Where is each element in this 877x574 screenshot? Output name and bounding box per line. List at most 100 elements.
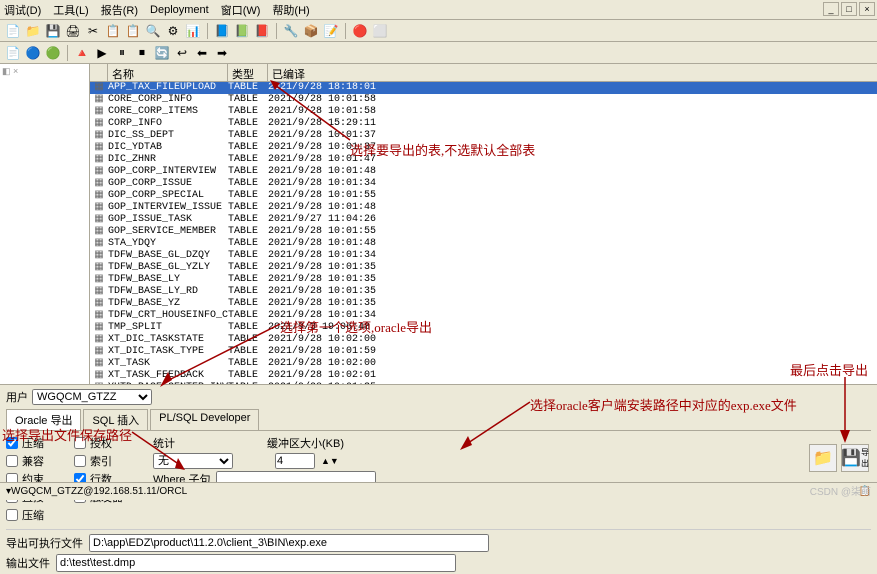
option-压缩[interactable]: 压缩 (6, 435, 44, 451)
toolbar-button[interactable]: 🔵 (24, 44, 42, 62)
header-type[interactable]: 类型 (228, 64, 268, 81)
buffer-input[interactable] (275, 453, 315, 469)
table-row[interactable]: ▦GOP_SERVICE_MEMBERTABLE2021/9/28 10:01:… (90, 226, 877, 238)
toolbar-button[interactable]: 🔺 (73, 44, 91, 62)
toolbar-button[interactable]: ⏹ (133, 44, 151, 62)
table-row[interactable]: ▦DIC_SS_DEPTTABLE2021/9/28 10:01:37 (90, 130, 877, 142)
toolbar-button[interactable]: ➡ (213, 44, 231, 62)
toolbar-button[interactable]: 📋 (124, 22, 142, 40)
toolbar-button[interactable]: 📄 (4, 22, 22, 40)
menu-deployment[interactable]: Deployment (150, 4, 209, 16)
checkbox[interactable] (6, 509, 18, 521)
header-date[interactable]: 已编译 (268, 64, 877, 81)
table-row[interactable]: ▦STA_YDQYTABLE2021/9/28 10:01:48 (90, 238, 877, 250)
toolbar-button[interactable]: 📘 (213, 22, 231, 40)
checkbox[interactable] (6, 437, 18, 449)
option-兼容[interactable]: 兼容 (6, 453, 44, 469)
toolbar-button[interactable]: 📄 (4, 44, 22, 62)
grid-body[interactable]: ▦APP_TAX_FILEUPLOADTABLE2021/9/28 18:18:… (90, 82, 877, 384)
export-tabs: Oracle 导出 SQL 插入 PL/SQL Developer (6, 409, 871, 431)
header-name[interactable]: 名称 (108, 64, 228, 81)
table-row[interactable]: ▦TDFW_BASE_YZTABLE2021/9/28 10:01:35 (90, 298, 877, 310)
menu-tools[interactable]: 工具(L) (53, 2, 88, 18)
stats-select[interactable]: 无 (153, 453, 233, 469)
table-row[interactable]: ▦XT_TASKTABLE2021/9/28 10:02:00 (90, 358, 877, 370)
toolbar-button[interactable]: 🔍 (144, 22, 162, 40)
table-row[interactable]: ▦CORE_CORP_ITEMSTABLE2021/9/28 10:01:58 (90, 106, 877, 118)
table-row[interactable]: ▦TDFW_CRT_HOUSEINFO_CHECKTABLE2021/9/28 … (90, 310, 877, 322)
exec-path-input[interactable] (89, 534, 489, 552)
grid-header: 名称 类型 已编译 (90, 64, 877, 82)
table-row[interactable]: ▦GOP_ISSUE_TASKTABLE2021/9/27 11:04:26 (90, 214, 877, 226)
user-select[interactable]: WGQCM_GTZZ (32, 389, 152, 405)
minimize-button[interactable]: _ (823, 2, 839, 16)
toolbar-button[interactable]: 📦 (302, 22, 320, 40)
option-授权[interactable]: 授权 (74, 435, 123, 451)
export-panel: 用户 WGQCM_GTZZ Oracle 导出 SQL 插入 PL/SQL De… (0, 384, 877, 574)
exec-label: 导出可执行文件 (6, 535, 83, 551)
toolbar-button[interactable]: ↩ (173, 44, 191, 62)
menu-report[interactable]: 报告(R) (101, 2, 138, 18)
option-压缩[interactable]: 压缩 (6, 507, 44, 523)
toolbar-button[interactable]: 📁 (24, 22, 42, 40)
table-row[interactable]: ▦APP_TAX_FILEUPLOADTABLE2021/9/28 18:18:… (90, 82, 877, 94)
export-button[interactable]: 💾导出 (841, 444, 869, 472)
toolbar-button[interactable]: 📕 (253, 22, 271, 40)
table-row[interactable]: ▦TDFW_BASE_GL_DZQYTABLE2021/9/28 10:01:3… (90, 250, 877, 262)
toolbar-button[interactable]: 🔴 (351, 22, 369, 40)
toolbar-button[interactable]: ⬜ (371, 22, 389, 40)
toolbar-button[interactable]: 📋 (104, 22, 122, 40)
close-button[interactable]: × (859, 2, 875, 16)
toolbar-button[interactable]: ⚙ (164, 22, 182, 40)
toolbar-button[interactable]: 🔧 (282, 22, 300, 40)
table-row[interactable]: ▦XT_DIC_TASKSTATETABLE2021/9/28 10:02:00 (90, 334, 877, 346)
toolbar-button[interactable]: 📝 (322, 22, 340, 40)
statusbar: ▾ WGQCM_GTZZ@192.168.51.11/ORCL 📋 (0, 482, 877, 500)
menu-debug[interactable]: 调试(D) (4, 2, 41, 18)
toolbar-button[interactable]: ▶ (93, 44, 111, 62)
toolbar-button[interactable]: 🟢 (44, 44, 62, 62)
toolbar-button[interactable]: 🔄 (153, 44, 171, 62)
output-path-input[interactable] (56, 554, 456, 572)
table-row[interactable]: ▦GOP_CORP_SPECIALTABLE2021/9/28 10:01:55 (90, 190, 877, 202)
menu-window[interactable]: 窗口(W) (221, 2, 261, 18)
left-panel: ◧ × (0, 64, 90, 384)
toolbar-button[interactable]: 💾 (44, 22, 62, 40)
toolbar-button[interactable]: 📗 (233, 22, 251, 40)
connection-status: WGQCM_GTZZ@192.168.51.11/ORCL (11, 486, 187, 497)
table-grid: 名称 类型 已编译 ▦APP_TAX_FILEUPLOADTABLE2021/9… (90, 64, 877, 384)
tab-oracle-export[interactable]: Oracle 导出 (6, 409, 81, 430)
table-row[interactable]: ▦DIC_ZHNRTABLE2021/9/28 10:01:47 (90, 154, 877, 166)
table-row[interactable]: ▦GOP_INTERVIEW_ISSUETABLE2021/9/28 10:01… (90, 202, 877, 214)
table-row[interactable]: ▦GOP_CORP_INTERVIEWTABLE2021/9/28 10:01:… (90, 166, 877, 178)
watermark: CSDN @柒萌 (810, 483, 871, 498)
maximize-button[interactable]: □ (841, 2, 857, 16)
buffer-label: 缓冲区大小(KB) (267, 435, 344, 451)
table-row[interactable]: ▦TDFW_BASE_LY_RDTABLE2021/9/28 10:01:35 (90, 286, 877, 298)
table-row[interactable]: ▦CORE_CORP_INFOTABLE2021/9/28 10:01:58 (90, 94, 877, 106)
tab-plsql-dev[interactable]: PL/SQL Developer (150, 409, 259, 430)
table-row[interactable]: ▦CORP_INFOTABLE2021/9/28 15:29:11 (90, 118, 877, 130)
stats-label: 统计 (153, 435, 175, 451)
table-row[interactable]: ▦TDFW_BASE_LYTABLE2021/9/28 10:01:35 (90, 274, 877, 286)
table-row[interactable]: ▦GOP_CORP_ISSUETABLE2021/9/28 10:01:34 (90, 178, 877, 190)
table-row[interactable]: ▦DIC_YDTABTABLE2021/9/28 10:01:37 (90, 142, 877, 154)
toolbar-button[interactable]: ⬅ (193, 44, 211, 62)
checkbox[interactable] (6, 455, 18, 467)
toolbar-button[interactable]: 🖨 (64, 22, 82, 40)
checkbox[interactable] (74, 455, 86, 467)
table-row[interactable]: ▦XT_TASK_FEEDBACKTABLE2021/9/28 10:02:01 (90, 370, 877, 382)
toolbar-2: 📄🔵🟢 🔺▶⏸⏹🔄↩⬅➡ (0, 42, 877, 64)
checkbox[interactable] (74, 437, 86, 449)
table-row[interactable]: ▦TMP_SPLITTABLE2021/9/3 19:06:48 (90, 322, 877, 334)
browse-button[interactable]: 📁 (809, 444, 837, 472)
tab-sql-insert[interactable]: SQL 插入 (83, 409, 148, 430)
menu-help[interactable]: 帮助(H) (272, 2, 309, 18)
toolbar-button[interactable]: ✂ (84, 22, 102, 40)
toolbar-button[interactable]: ⏸ (113, 44, 131, 62)
table-row[interactable]: ▦TDFW_BASE_GL_YZLYTABLE2021/9/28 10:01:3… (90, 262, 877, 274)
table-row[interactable]: ▦XT_DIC_TASK_TYPETABLE2021/9/28 10:01:59 (90, 346, 877, 358)
output-label: 输出文件 (6, 555, 50, 571)
option-索引[interactable]: 索引 (74, 453, 123, 469)
toolbar-button[interactable]: 📊 (184, 22, 202, 40)
